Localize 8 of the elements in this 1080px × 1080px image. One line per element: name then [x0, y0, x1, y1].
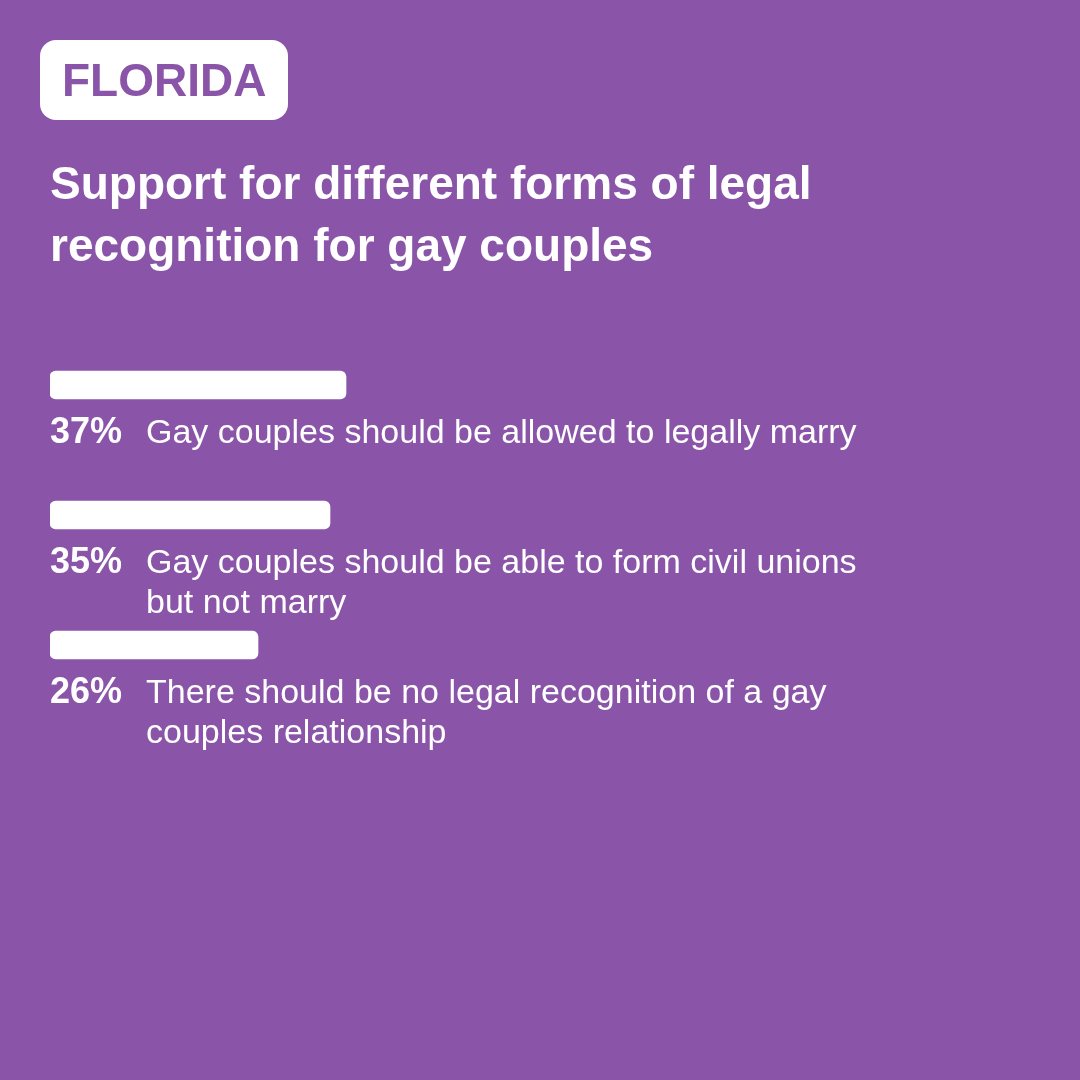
y-tick-label: There should be no legal recognition of a gay couples relationship	[146, 672, 827, 750]
chart-title: Support for different forms of legal recognition for gay couples	[50, 156, 813, 273]
data-label: 35%	[50, 540, 123, 581]
text: FLORIDA	[40, 40, 289, 120]
data-label: 26%	[50, 670, 123, 711]
y-tick-label: Gay couples should be allowed to legally marry	[146, 412, 857, 450]
data-label: 37%	[50, 410, 123, 451]
y-tick-label: Gay couples should be able to form civil unions but not marry	[146, 542, 857, 620]
